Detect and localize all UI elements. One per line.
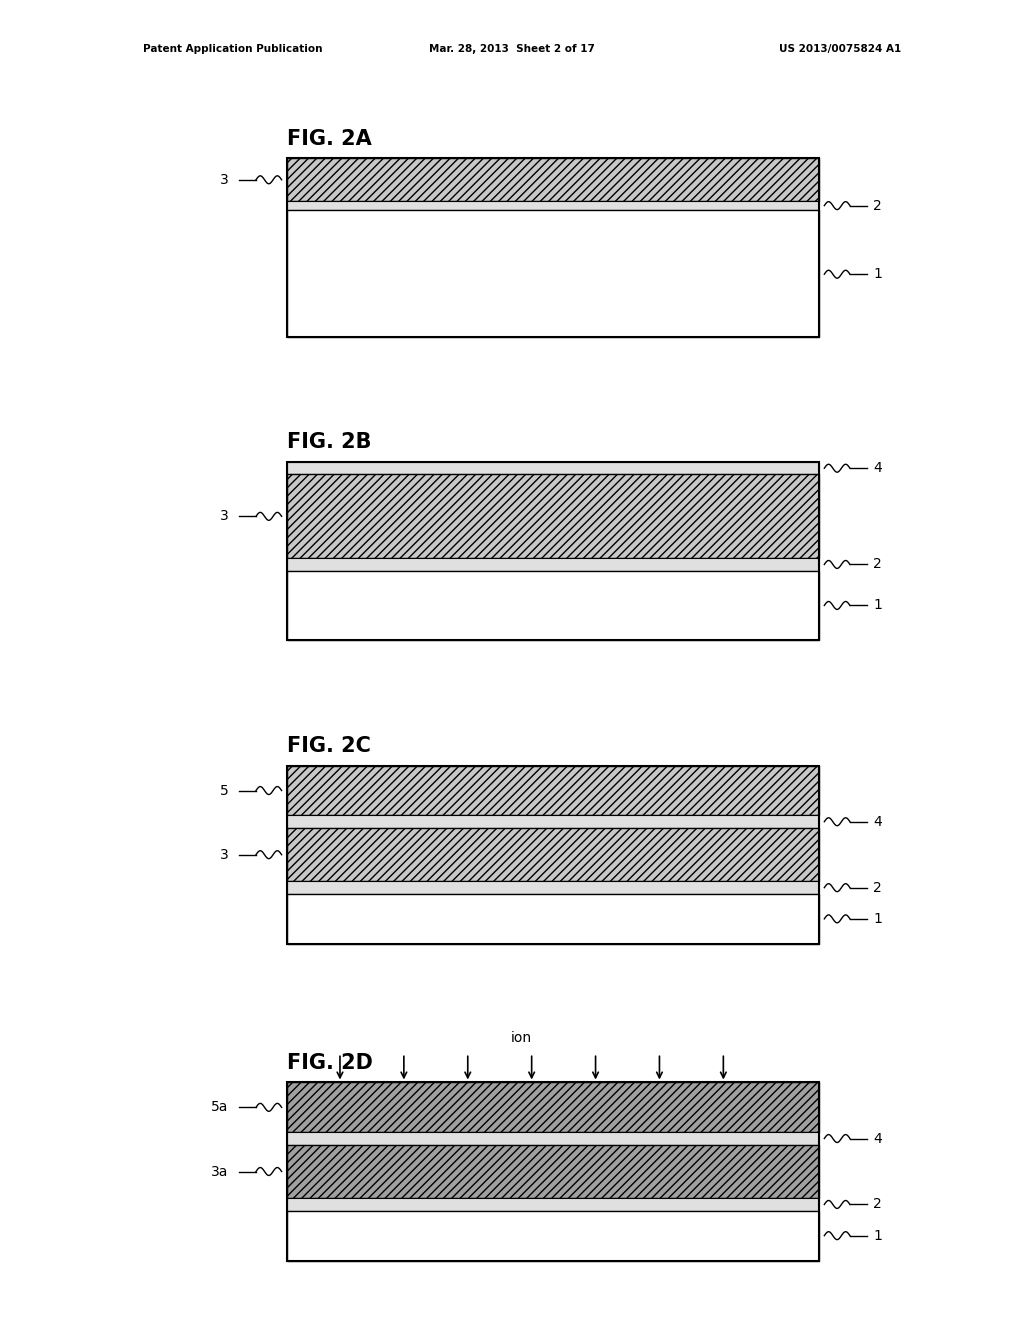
Text: Mar. 28, 2013  Sheet 2 of 17: Mar. 28, 2013 Sheet 2 of 17 xyxy=(429,44,595,54)
Bar xyxy=(287,1082,819,1133)
Bar xyxy=(287,1082,819,1261)
Text: ion: ion xyxy=(510,1031,531,1045)
Text: 4: 4 xyxy=(873,1131,883,1146)
Bar xyxy=(287,816,819,828)
Text: 2: 2 xyxy=(873,880,883,895)
Text: FIG. 2B: FIG. 2B xyxy=(287,432,372,453)
Bar xyxy=(287,462,819,640)
Text: 2: 2 xyxy=(873,557,883,572)
Bar xyxy=(287,558,819,570)
Text: 5a: 5a xyxy=(211,1101,228,1114)
Text: 1: 1 xyxy=(873,912,883,925)
Bar xyxy=(287,1199,819,1210)
Text: 3a: 3a xyxy=(211,1164,228,1179)
Bar xyxy=(287,570,819,640)
Text: FIG. 2A: FIG. 2A xyxy=(287,128,372,149)
Bar xyxy=(287,201,819,210)
Text: US 2013/0075824 A1: US 2013/0075824 A1 xyxy=(779,44,901,54)
Text: 1: 1 xyxy=(873,267,883,281)
Text: 3: 3 xyxy=(219,510,228,523)
Text: 3: 3 xyxy=(219,173,228,187)
Bar xyxy=(287,766,819,816)
Text: FIG. 2C: FIG. 2C xyxy=(287,735,371,756)
Bar xyxy=(287,766,819,944)
Text: 2: 2 xyxy=(873,198,883,213)
Text: 1: 1 xyxy=(873,598,883,612)
Bar xyxy=(287,210,819,337)
Text: 3: 3 xyxy=(219,847,228,862)
Bar xyxy=(287,882,819,894)
Bar xyxy=(287,158,819,337)
Bar xyxy=(287,462,819,474)
Text: Patent Application Publication: Patent Application Publication xyxy=(143,44,323,54)
Text: 1: 1 xyxy=(873,1229,883,1242)
Bar xyxy=(287,828,819,882)
Text: FIG. 2D: FIG. 2D xyxy=(287,1052,373,1073)
Bar xyxy=(287,1210,819,1261)
Text: 4: 4 xyxy=(873,461,883,475)
Bar xyxy=(287,894,819,944)
Text: 4: 4 xyxy=(873,814,883,829)
Text: 5: 5 xyxy=(219,784,228,797)
Bar xyxy=(287,1133,819,1144)
Bar xyxy=(287,1144,819,1199)
Bar xyxy=(287,158,819,201)
Text: 2: 2 xyxy=(873,1197,883,1212)
Bar xyxy=(287,474,819,558)
